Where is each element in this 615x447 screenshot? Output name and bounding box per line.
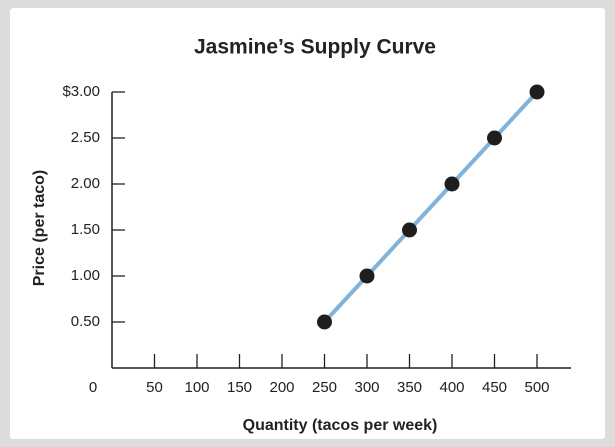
data-point — [359, 268, 375, 284]
x-tick-label: 50 — [146, 379, 163, 396]
x-tick-label: 300 — [354, 379, 379, 396]
y-tick-label: 2.00 — [71, 175, 100, 192]
data-point — [402, 222, 417, 238]
chart-title: Jasmine’s Supply Curve — [194, 36, 436, 59]
data-point — [444, 176, 460, 192]
data-point — [487, 130, 502, 146]
x-axis-label: Quantity (tacos per week) — [243, 417, 438, 434]
x-tick-label: 500 — [524, 379, 549, 396]
data-point — [317, 314, 332, 330]
x-tick-label: 150 — [227, 379, 252, 396]
data-point — [529, 84, 545, 100]
y-tick-label: $3.00 — [62, 83, 100, 100]
x-tick-label: 450 — [482, 379, 507, 396]
x-tick-label: 350 — [397, 379, 422, 396]
series-line — [323, 90, 539, 324]
x-tick-label: 250 — [312, 379, 337, 396]
x-tick-label: 400 — [439, 379, 464, 396]
x-tick-label: 0 — [89, 379, 97, 396]
y-tick-label: 2.50 — [71, 129, 100, 146]
y-tick-label: 1.00 — [71, 267, 100, 284]
x-tick-label: 200 — [269, 379, 294, 396]
y-tick-label: 0.50 — [71, 313, 100, 330]
y-tick-label: 1.50 — [71, 221, 100, 238]
x-tick-label: 100 — [184, 379, 209, 396]
panel — [10, 8, 605, 439]
y-axis-label: Price (per taco) — [31, 170, 48, 286]
